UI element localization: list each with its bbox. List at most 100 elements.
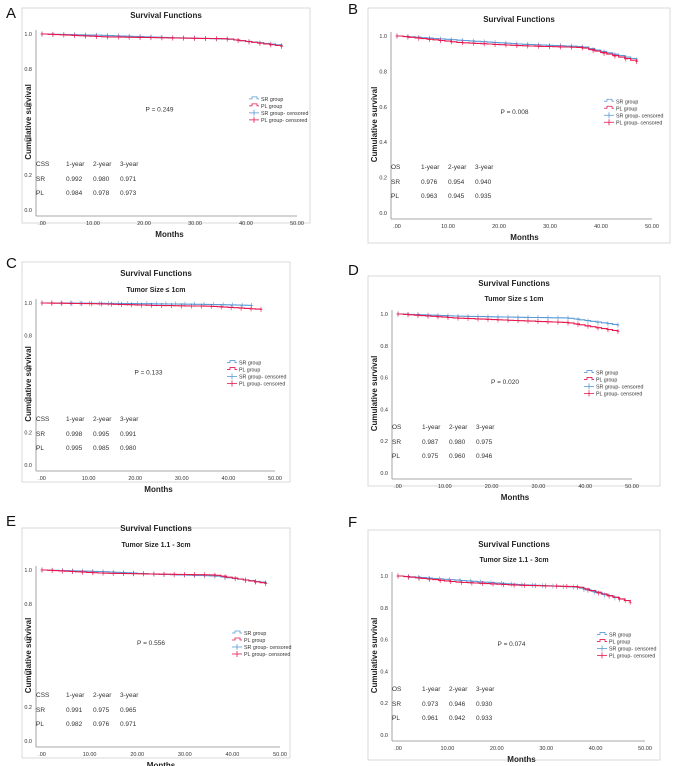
table-cell: 0.973 [422, 701, 439, 708]
x-tick-label: .00 [38, 221, 46, 227]
y-tick-label: 0.8 [380, 344, 388, 350]
chart-frame [21, 527, 291, 759]
y-tick-label: 0.6 [379, 105, 387, 111]
table-header-cell: CSS [36, 416, 50, 423]
x-tick-label: .00 [38, 752, 46, 758]
panel-letter: C [6, 255, 17, 272]
legend-entry: SR group- censored [609, 646, 656, 652]
legend-entry: PL group [244, 638, 265, 644]
panel-letter: D [348, 262, 359, 279]
table-header-cell: CSS [36, 692, 50, 699]
table-header-cell: CSS [36, 161, 50, 168]
table-cell: 0.998 [66, 431, 83, 438]
y-tick-label: 0.2 [380, 439, 388, 445]
table-header-cell: 3-year [476, 424, 495, 431]
legend-entry: SR group [239, 361, 261, 367]
y-axis-label: Cumulative survival [370, 87, 379, 163]
y-tick-label: 0.2 [24, 173, 32, 179]
table-cell: 0.971 [120, 176, 137, 183]
table-cell: 0.995 [66, 445, 83, 452]
table-cell: 0.984 [66, 190, 83, 197]
table-cell: 0.991 [120, 431, 137, 438]
table-cell: 0.963 [421, 193, 438, 200]
x-tick-label: 30.00 [532, 484, 546, 490]
panel-f: F Survival Functions Tumor Size 1.1 - 3cm 0… [348, 514, 661, 764]
legend-entry: PL group- censored [244, 652, 290, 658]
censor-marks-pl [40, 567, 268, 587]
table-cell: 0.975 [93, 707, 110, 714]
y-tick-label: 1.0 [24, 568, 32, 574]
table-header-cell: 3-year [120, 692, 139, 699]
legend-entry: PL group- censored [596, 391, 642, 397]
table-header-cell: OS [392, 686, 402, 693]
table-header-cell: 1-year [422, 686, 441, 693]
table-cell: 0.954 [448, 179, 465, 186]
table-cell: 0.960 [449, 453, 466, 460]
y-tick-label: 1.0 [379, 34, 387, 40]
x-tick-label: 10.00 [438, 484, 452, 490]
table-cell: 0.933 [476, 715, 493, 722]
table-cell: PL [36, 721, 44, 728]
y-tick-label: 0.0 [379, 211, 387, 217]
y-tick-label: 0.0 [380, 471, 388, 477]
p-value: P = 0.008 [501, 109, 529, 116]
y-axis-label: Cumulative survival [24, 84, 33, 160]
x-tick-label: 50.00 [645, 224, 659, 230]
table-cell: 0.946 [449, 701, 466, 708]
legend-entry: PL group- censored [239, 382, 285, 388]
legend-entry: SR group [616, 99, 638, 105]
censor-marks-pl [396, 311, 620, 334]
panel-letter: E [6, 513, 16, 530]
p-value: P = 0.020 [491, 379, 519, 386]
table-cell: 0.975 [422, 453, 439, 460]
panel-c: C Survival Functions Tumor Size ≤ 1cm 0.0 0.… [6, 255, 291, 494]
censor-marks-pl [40, 300, 263, 312]
legend-swatch-line [249, 103, 259, 107]
table-header-cell: 3-year [476, 686, 495, 693]
legend-swatch-line [227, 367, 237, 370]
y-tick-label: 0.6 [24, 636, 32, 642]
x-tick-label: 10.00 [441, 224, 455, 230]
x-tick-label: .00 [394, 746, 402, 752]
x-tick-label: 40.00 [226, 752, 240, 758]
legend-swatch-line [604, 98, 614, 102]
chart-subtitle: Tumor Size 1.1 - 3cm [121, 542, 190, 549]
table-cell: PL [36, 445, 44, 452]
legend-swatch-line [232, 637, 242, 641]
y-tick-label: 0.8 [380, 606, 388, 612]
table-cell: 0.992 [66, 176, 83, 183]
chart-frame [367, 275, 661, 487]
y-tick-label: 0.6 [380, 376, 388, 382]
chart-title: Survival Functions [120, 269, 192, 278]
x-tick-label: 30.00 [543, 224, 557, 230]
table-cell: 0.946 [476, 453, 493, 460]
y-tick-label: 0.8 [24, 333, 32, 339]
legend-entry: PL group [239, 368, 260, 374]
table-header-cell: 3-year [120, 161, 139, 168]
table-cell: 0.975 [476, 439, 493, 446]
table-cell: 0.940 [475, 179, 492, 186]
y-axis-label: Cumulative survival [370, 618, 379, 694]
table-cell: SR [36, 707, 45, 714]
legend-entry: PL group [616, 106, 637, 112]
chart-frame [367, 7, 671, 244]
x-tick-label: 20.00 [137, 221, 151, 227]
x-tick-label: 50.00 [290, 221, 304, 227]
chart-frame [21, 261, 291, 483]
table-cell: 0.930 [476, 701, 493, 708]
table-header-cell: 1-year [421, 164, 440, 171]
y-tick-label: 0.0 [24, 208, 32, 214]
table-header-cell: 2-year [448, 164, 467, 171]
legend-swatch-line [232, 630, 242, 634]
table-cell: 0.971 [120, 721, 137, 728]
y-tick-label: 1.0 [24, 301, 32, 307]
p-value: P = 0.133 [135, 369, 163, 376]
legend-entry: SR group- censored [261, 111, 308, 117]
legend-entry: SR group- censored [239, 375, 286, 381]
y-tick-label: 0.6 [380, 638, 388, 644]
y-tick-label: 1.0 [380, 312, 388, 318]
table-cell: 0.976 [93, 721, 110, 728]
y-tick-label: 0.4 [380, 669, 388, 675]
y-tick-label: 0.2 [24, 431, 32, 437]
legend-swatch-line [227, 360, 237, 363]
